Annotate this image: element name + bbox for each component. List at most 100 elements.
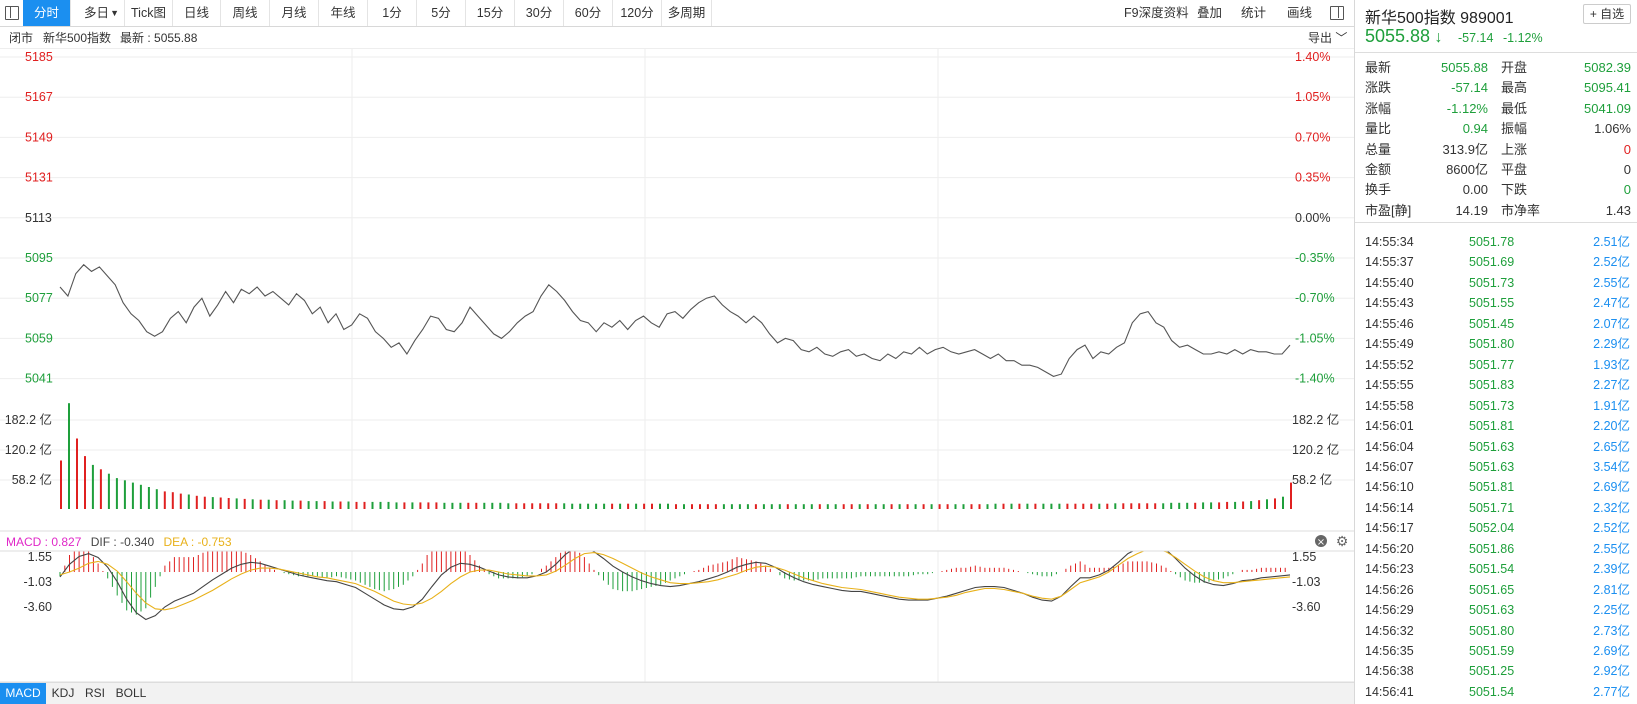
- quote-label: 最新: [1365, 60, 1392, 75]
- volume-bar: [978, 504, 981, 509]
- volume-bar: [914, 504, 917, 509]
- export-button[interactable]: 导出 ﹀: [1308, 31, 1348, 45]
- tick-price: 5051.63: [1469, 603, 1515, 618]
- volume-bar: [291, 500, 294, 509]
- price-chart[interactable]: 5185 1.40% 5167 1.05% 5149 0.70% 5131 0.35% 5113…: [0, 48, 1354, 704]
- tab-daily[interactable]: 日线: [173, 0, 221, 26]
- volume-bar: [1290, 482, 1292, 509]
- tab-30min[interactable]: 30分: [515, 0, 564, 26]
- tab-15min[interactable]: 15分: [466, 0, 515, 26]
- tab-1min[interactable]: 1分: [368, 0, 417, 26]
- quote-label: 市净率: [1501, 202, 1541, 218]
- volume-bar: [99, 469, 102, 509]
- macd-legend: MACD : 0.827 DIF : -0.340 DEA : -0.753: [6, 535, 232, 549]
- tab-5min[interactable]: 5分: [417, 0, 466, 26]
- tick-time: 14:56:32: [1365, 623, 1414, 638]
- close-indicator-icon[interactable]: ×: [1315, 535, 1327, 548]
- pct-tick: -0.35%: [1295, 251, 1335, 265]
- tick-time: 14:55:55: [1365, 378, 1414, 393]
- settings-gear-icon[interactable]: ⚙: [1336, 534, 1349, 550]
- volume-bar: [714, 504, 717, 509]
- tab-multiday[interactable]: 多日 ▼: [71, 0, 125, 26]
- volume-bar: [898, 504, 901, 509]
- tab-macd[interactable]: MACD: [0, 683, 46, 704]
- tab-120min[interactable]: 120分: [613, 0, 662, 26]
- volume-bar: [227, 498, 230, 509]
- tick-volume: 2.73亿: [1593, 623, 1630, 638]
- tick-time: 14:55:52: [1365, 357, 1414, 372]
- tab-monthly[interactable]: 月线: [270, 0, 319, 26]
- volume-bar: [84, 456, 86, 509]
- tick-time: 14:55:34: [1365, 235, 1414, 249]
- volume-bar: [834, 504, 837, 509]
- price-tick: 5059: [25, 331, 53, 345]
- chevron-down-icon: ﹀: [1335, 31, 1348, 45]
- volume-bar: [475, 502, 478, 509]
- quote-label: 最高: [1501, 80, 1528, 96]
- volume-bar: [427, 502, 430, 509]
- volume-bar: [259, 499, 262, 509]
- quote-label: 金额: [1365, 162, 1392, 177]
- volume-bar: [858, 504, 861, 509]
- info-bar: 闭市 新华500指数 最新 : 5055.88 导出 ﹀: [0, 27, 1354, 49]
- volume-bar: [523, 503, 526, 509]
- quote-row: 总量 313.9亿 上涨 0: [1365, 140, 1633, 160]
- volume-bar: [1242, 501, 1245, 509]
- volume-bar: [1258, 500, 1261, 509]
- volume-bar: [60, 460, 62, 509]
- tab-fenshi[interactable]: 分时: [23, 0, 71, 26]
- volume-bar: [619, 503, 622, 509]
- macd-tick: 1.55: [1292, 550, 1316, 564]
- stats-button[interactable]: 统计: [1241, 6, 1267, 20]
- quote-value: 5095.41: [1584, 80, 1631, 96]
- tab-boll[interactable]: BOLL: [115, 686, 147, 700]
- volume-bar: [507, 503, 510, 509]
- tick-price: 5051.54: [1469, 562, 1515, 577]
- tab-tick[interactable]: Tick图: [125, 0, 173, 26]
- price-change: -57.14: [1458, 31, 1494, 45]
- quote-value: 0: [1623, 182, 1631, 198]
- tab-weekly[interactable]: 周线: [221, 0, 270, 26]
- tick-volume: 2.32亿: [1593, 500, 1630, 515]
- tick-volume: 2.27亿: [1593, 378, 1630, 393]
- volume-bar: [1066, 503, 1069, 509]
- tick-time: 14:55:46: [1365, 316, 1414, 331]
- draw-button[interactable]: 画线: [1287, 6, 1313, 20]
- volume-bar: [842, 504, 845, 509]
- current-price: 5055.88 ↓: [1365, 26, 1443, 46]
- price-tick: 5149: [25, 130, 53, 144]
- volume-bar: [547, 503, 550, 509]
- add-watchlist-button[interactable]: + 自选: [1583, 4, 1631, 24]
- tab-kdj[interactable]: KDJ: [51, 686, 75, 700]
- volume-bar: [627, 503, 630, 509]
- f9-button[interactable]: F9深度资料: [1124, 6, 1189, 20]
- down-arrow-icon: ↓: [1430, 29, 1443, 46]
- price-tick: 5095: [25, 251, 53, 265]
- volume-bar: [403, 502, 406, 509]
- quote-label: 涨跌: [1365, 80, 1392, 96]
- volume-bar: [123, 480, 126, 509]
- tick-volume: 2.52亿: [1593, 255, 1630, 270]
- tab-yearly[interactable]: 年线: [319, 0, 368, 26]
- volume-bar: [954, 504, 957, 509]
- tick-row: 14:55:40 5051.73 2.55亿: [1365, 273, 1633, 293]
- tab-multiperiod[interactable]: 多周期: [662, 0, 712, 26]
- volume-bar: [243, 498, 246, 509]
- volume-bar: [179, 493, 182, 509]
- volume-tick: 58.2 亿: [1292, 472, 1332, 487]
- quote-row: 市盈[静] 14.19 市净率 1.43: [1365, 201, 1633, 221]
- panel-toggle-icon[interactable]: [1330, 6, 1344, 20]
- tab-rsi[interactable]: RSI: [84, 686, 105, 700]
- pct-tick: 0.70%: [1295, 130, 1330, 144]
- quote-row: 涨跌 -57.14 最高 5095.41: [1365, 78, 1633, 98]
- volume-bar: [1106, 503, 1109, 509]
- volume-bar: [802, 504, 805, 509]
- volume-bar: [810, 504, 813, 509]
- volume-bar: [1282, 496, 1284, 509]
- tab-60min[interactable]: 60分: [564, 0, 613, 26]
- overlay-button[interactable]: 叠加: [1197, 6, 1223, 20]
- sidebar-toggle-icon[interactable]: [5, 6, 19, 20]
- tick-price: 5051.81: [1469, 419, 1515, 434]
- quote-row: 最新 5055.88 开盘 5082.39: [1365, 58, 1633, 78]
- tick-price: 5051.78: [1469, 235, 1515, 249]
